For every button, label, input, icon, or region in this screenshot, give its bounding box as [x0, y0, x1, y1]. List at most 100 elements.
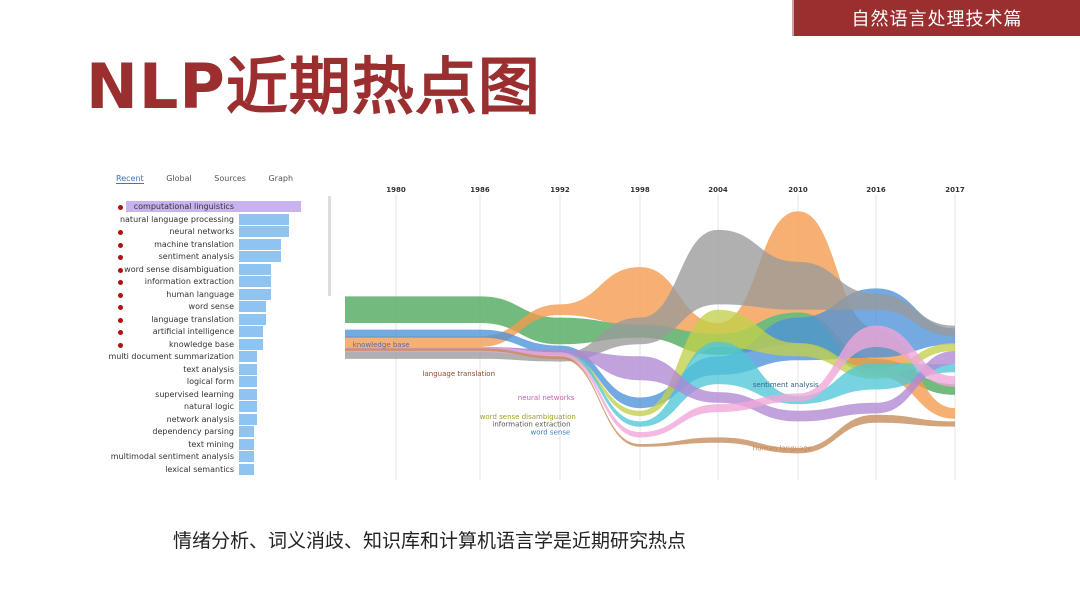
ranking-label: lexical semantics [165, 464, 234, 474]
ranking-row[interactable]: supervised learning [0, 388, 310, 401]
ranking-bar [239, 313, 266, 325]
year-label: 1992 [550, 186, 570, 194]
year-label: 1980 [386, 186, 406, 194]
year-label: 2004 [708, 186, 728, 194]
ranking-label: text analysis [183, 364, 234, 374]
ranking-bar [239, 401, 257, 412]
ranking-bar [239, 238, 281, 250]
ranking-bar [239, 213, 290, 225]
stream-series[interactable] [345, 309, 955, 417]
ranking-row[interactable]: artificial intelligence [0, 326, 310, 338]
ranking-row[interactable]: text analysis [0, 363, 310, 376]
ranking-bar [239, 438, 254, 450]
ranking-marker [118, 317, 123, 323]
ranking-row[interactable]: multi document summarization [0, 351, 310, 363]
ranking-row[interactable]: knowledge base [0, 338, 310, 351]
scrollbar[interactable] [328, 196, 331, 296]
ranking-label: natural logic [184, 402, 234, 411]
ranking-row[interactable]: multimodal sentiment analysis [0, 451, 310, 463]
ranking-row[interactable]: computational linguistics [0, 201, 310, 213]
series-annotation: neural networks [518, 394, 575, 402]
ranking-bar [239, 451, 254, 462]
ranking-bar [239, 363, 257, 375]
ranking-label: language translation [151, 314, 234, 324]
ranking-bar [239, 301, 266, 312]
ranking-bar [239, 276, 272, 287]
ranking-bar [239, 326, 263, 337]
ranking-label: multi document summarization [108, 352, 234, 361]
ranking-marker [118, 292, 123, 298]
ranking-row[interactable]: human language [0, 288, 310, 301]
section-banner: 自然语言处理技术篇 [792, 0, 1080, 36]
tab-graph[interactable]: Graph [268, 174, 294, 183]
year-label: 2016 [866, 186, 886, 194]
ranking-label: machine translation [154, 239, 234, 249]
ranking-label: artificial intelligence [152, 327, 234, 336]
ranking-row[interactable]: information extraction [0, 276, 310, 288]
series-annotation: word sense [531, 429, 571, 437]
ranking-row[interactable]: dependency parsing [0, 426, 310, 438]
ranking-marker [118, 342, 123, 348]
ranking-label: network analysis [166, 414, 234, 424]
ranking-bar [239, 376, 257, 387]
series-annotation: knowledge base [353, 341, 410, 349]
ranking-label: information extraction [144, 277, 234, 286]
ranking-label: knowledge base [169, 339, 234, 349]
series-annotation: word sense disambiguation [480, 413, 576, 421]
ranking-row[interactable]: natural logic [0, 401, 310, 413]
ranking-bar [239, 463, 254, 475]
ranking-label: word sense disambiguation [124, 264, 234, 274]
ranking-marker [118, 267, 123, 273]
ranking-label: sentiment analysis [158, 252, 234, 261]
ranking-marker [118, 230, 123, 235]
ranking-label: natural language processing [119, 214, 234, 224]
stream-series[interactable] [345, 325, 955, 438]
series-annotation: sentiment analysis [753, 381, 819, 389]
ranking-row[interactable]: word sense disambiguation [0, 263, 310, 276]
ranking-label: human language [166, 289, 234, 299]
ranking-marker [118, 205, 123, 210]
series-annotation: information extraction [492, 421, 570, 429]
ranking-row[interactable]: network analysis [0, 413, 310, 426]
ranking-row[interactable]: word sense [0, 301, 310, 313]
ranking-bar [126, 201, 301, 212]
ranking-bar [239, 426, 254, 437]
stream-series[interactable] [345, 229, 955, 362]
ranking-bar [239, 338, 263, 350]
ranking-bar [239, 251, 281, 262]
series-annotation: language translation [423, 370, 495, 378]
ranking-row[interactable]: sentiment analysis [0, 251, 310, 263]
panel-tabs: Recent Global Sources Graph [116, 174, 313, 184]
ranking-bar [239, 413, 257, 425]
ranking-marker [118, 255, 123, 260]
ranking-marker [118, 330, 123, 335]
ranking-row[interactable]: text mining [0, 438, 310, 451]
stream-series[interactable] [345, 288, 955, 409]
ranking-row[interactable]: natural language processing [0, 213, 310, 226]
tab-sources[interactable]: Sources [214, 174, 246, 183]
caption: 情绪分析、词义消歧、知识库和计算机语言学是近期研究热点 [173, 530, 687, 552]
ranking-row[interactable]: logical form [0, 376, 310, 388]
ranking-label: computational linguistics [133, 202, 234, 211]
ranking-marker [118, 280, 123, 285]
year-label: 2010 [788, 186, 808, 194]
ranking-row[interactable]: machine translation [0, 238, 310, 251]
tab-recent[interactable]: Recent [116, 174, 144, 184]
ranking-row[interactable]: lexical semantics [0, 463, 310, 476]
tab-global[interactable]: Global [166, 174, 192, 183]
ranking-bar [239, 351, 257, 362]
ranking-label: word sense [188, 302, 234, 311]
ranking-label: neural networks [169, 227, 234, 236]
ranking-label: multimodal sentiment analysis [110, 452, 234, 461]
ranking-label: text mining [188, 439, 234, 449]
stream-series[interactable] [345, 346, 955, 422]
ranking-row[interactable]: neural networks [0, 226, 310, 238]
ranking-label: dependency parsing [152, 427, 234, 436]
year-label: 1986 [470, 186, 490, 194]
ranking-label: logical form [186, 377, 234, 386]
ranking-label: supervised learning [155, 389, 234, 399]
ranking-row[interactable]: language translation [0, 313, 310, 326]
ranking-bar [239, 226, 290, 237]
ranking-bar [239, 388, 257, 400]
ranking-marker [118, 242, 123, 248]
